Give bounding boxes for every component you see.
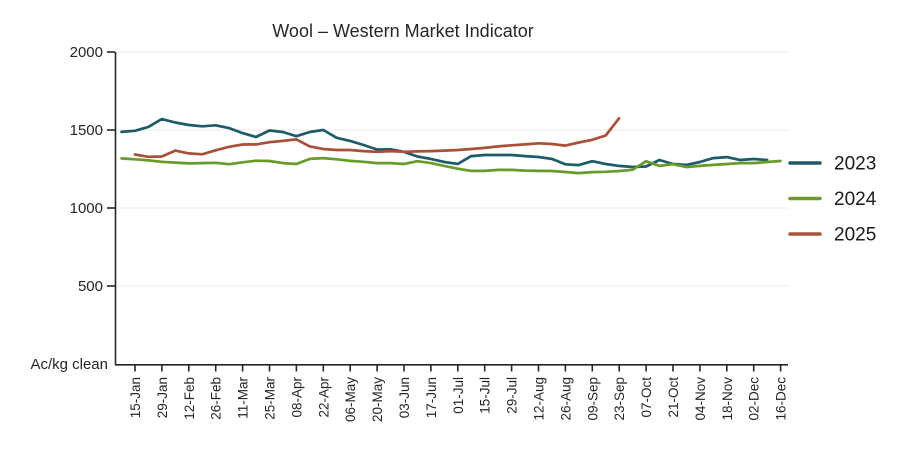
x-tick-label-12-Feb: 12-Feb — [182, 377, 197, 420]
y-tick-label-500: 500 — [78, 278, 103, 295]
x-tick-label-08-Apr: 08-Apr — [289, 377, 304, 418]
y-tick-label-1500: 1500 — [70, 122, 103, 139]
plot-area: 500 1000 1500 2000 15-Jan 29-Jan 12-Feb 26-Feb 1… — [70, 44, 877, 422]
chart-line-2025 — [133, 116, 621, 159]
x-tick-label-17-Jun: 17-Jun — [424, 377, 439, 418]
x-tick-label-01-Jul: 01-Jul — [451, 377, 466, 414]
legend-label-2025: 2025 — [834, 225, 876, 246]
x-tick-label-29-Jan: 29-Jan — [155, 377, 170, 418]
x-tick-label-15-Jul: 15-Jul — [478, 377, 493, 414]
x-tick-label-20-May: 20-May — [370, 377, 385, 422]
chart-line-2024 — [120, 156, 782, 175]
x-tick-label-02-Dec: 02-Dec — [747, 377, 762, 421]
x-tick-label-11-Mar: 11-Mar — [236, 377, 251, 419]
x-tick-label-16-Dec: 16-Dec — [774, 377, 789, 421]
legend-label-2024: 2024 — [834, 189, 877, 210]
chart-title: Wool – Western Market Indicator — [272, 21, 533, 41]
x-tick-label-09-Sep: 09-Sep — [585, 377, 600, 421]
chart-line-2023 — [120, 117, 769, 169]
x-tick-label-21-Oct: 21-Oct — [666, 377, 681, 418]
x-tick-label-07-Oct: 07-Oct — [639, 377, 654, 418]
x-tick-label-18-Nov: 18-Nov — [720, 377, 735, 421]
x-tick-label-26-Aug: 26-Aug — [558, 377, 573, 421]
x-tick-label-06-May: 06-May — [343, 377, 358, 422]
x-tick-label-03-Jun: 03-Jun — [397, 377, 412, 418]
x-tick-label-12-Aug: 12-Aug — [532, 377, 547, 421]
x-tick-label-15-Jan: 15-Jan — [128, 377, 143, 418]
x-tick-label-26-Feb: 26-Feb — [209, 377, 224, 420]
x-tick-label-25-Mar: 25-Mar — [263, 377, 278, 420]
x-tick-label-22-Apr: 22-Apr — [316, 377, 331, 418]
y-tick-label-1000: 1000 — [70, 200, 103, 217]
legend-label-2023: 2023 — [834, 154, 876, 175]
x-tick-label-29-Jul: 29-Jul — [505, 377, 520, 414]
x-tick-label-23-Sep: 23-Sep — [612, 377, 627, 421]
y-axis-unit-label: Ac/kg clean — [30, 356, 108, 373]
x-tick-label-04-Nov: 04-Nov — [693, 377, 708, 421]
y-tick-label-2000: 2000 — [70, 44, 103, 61]
